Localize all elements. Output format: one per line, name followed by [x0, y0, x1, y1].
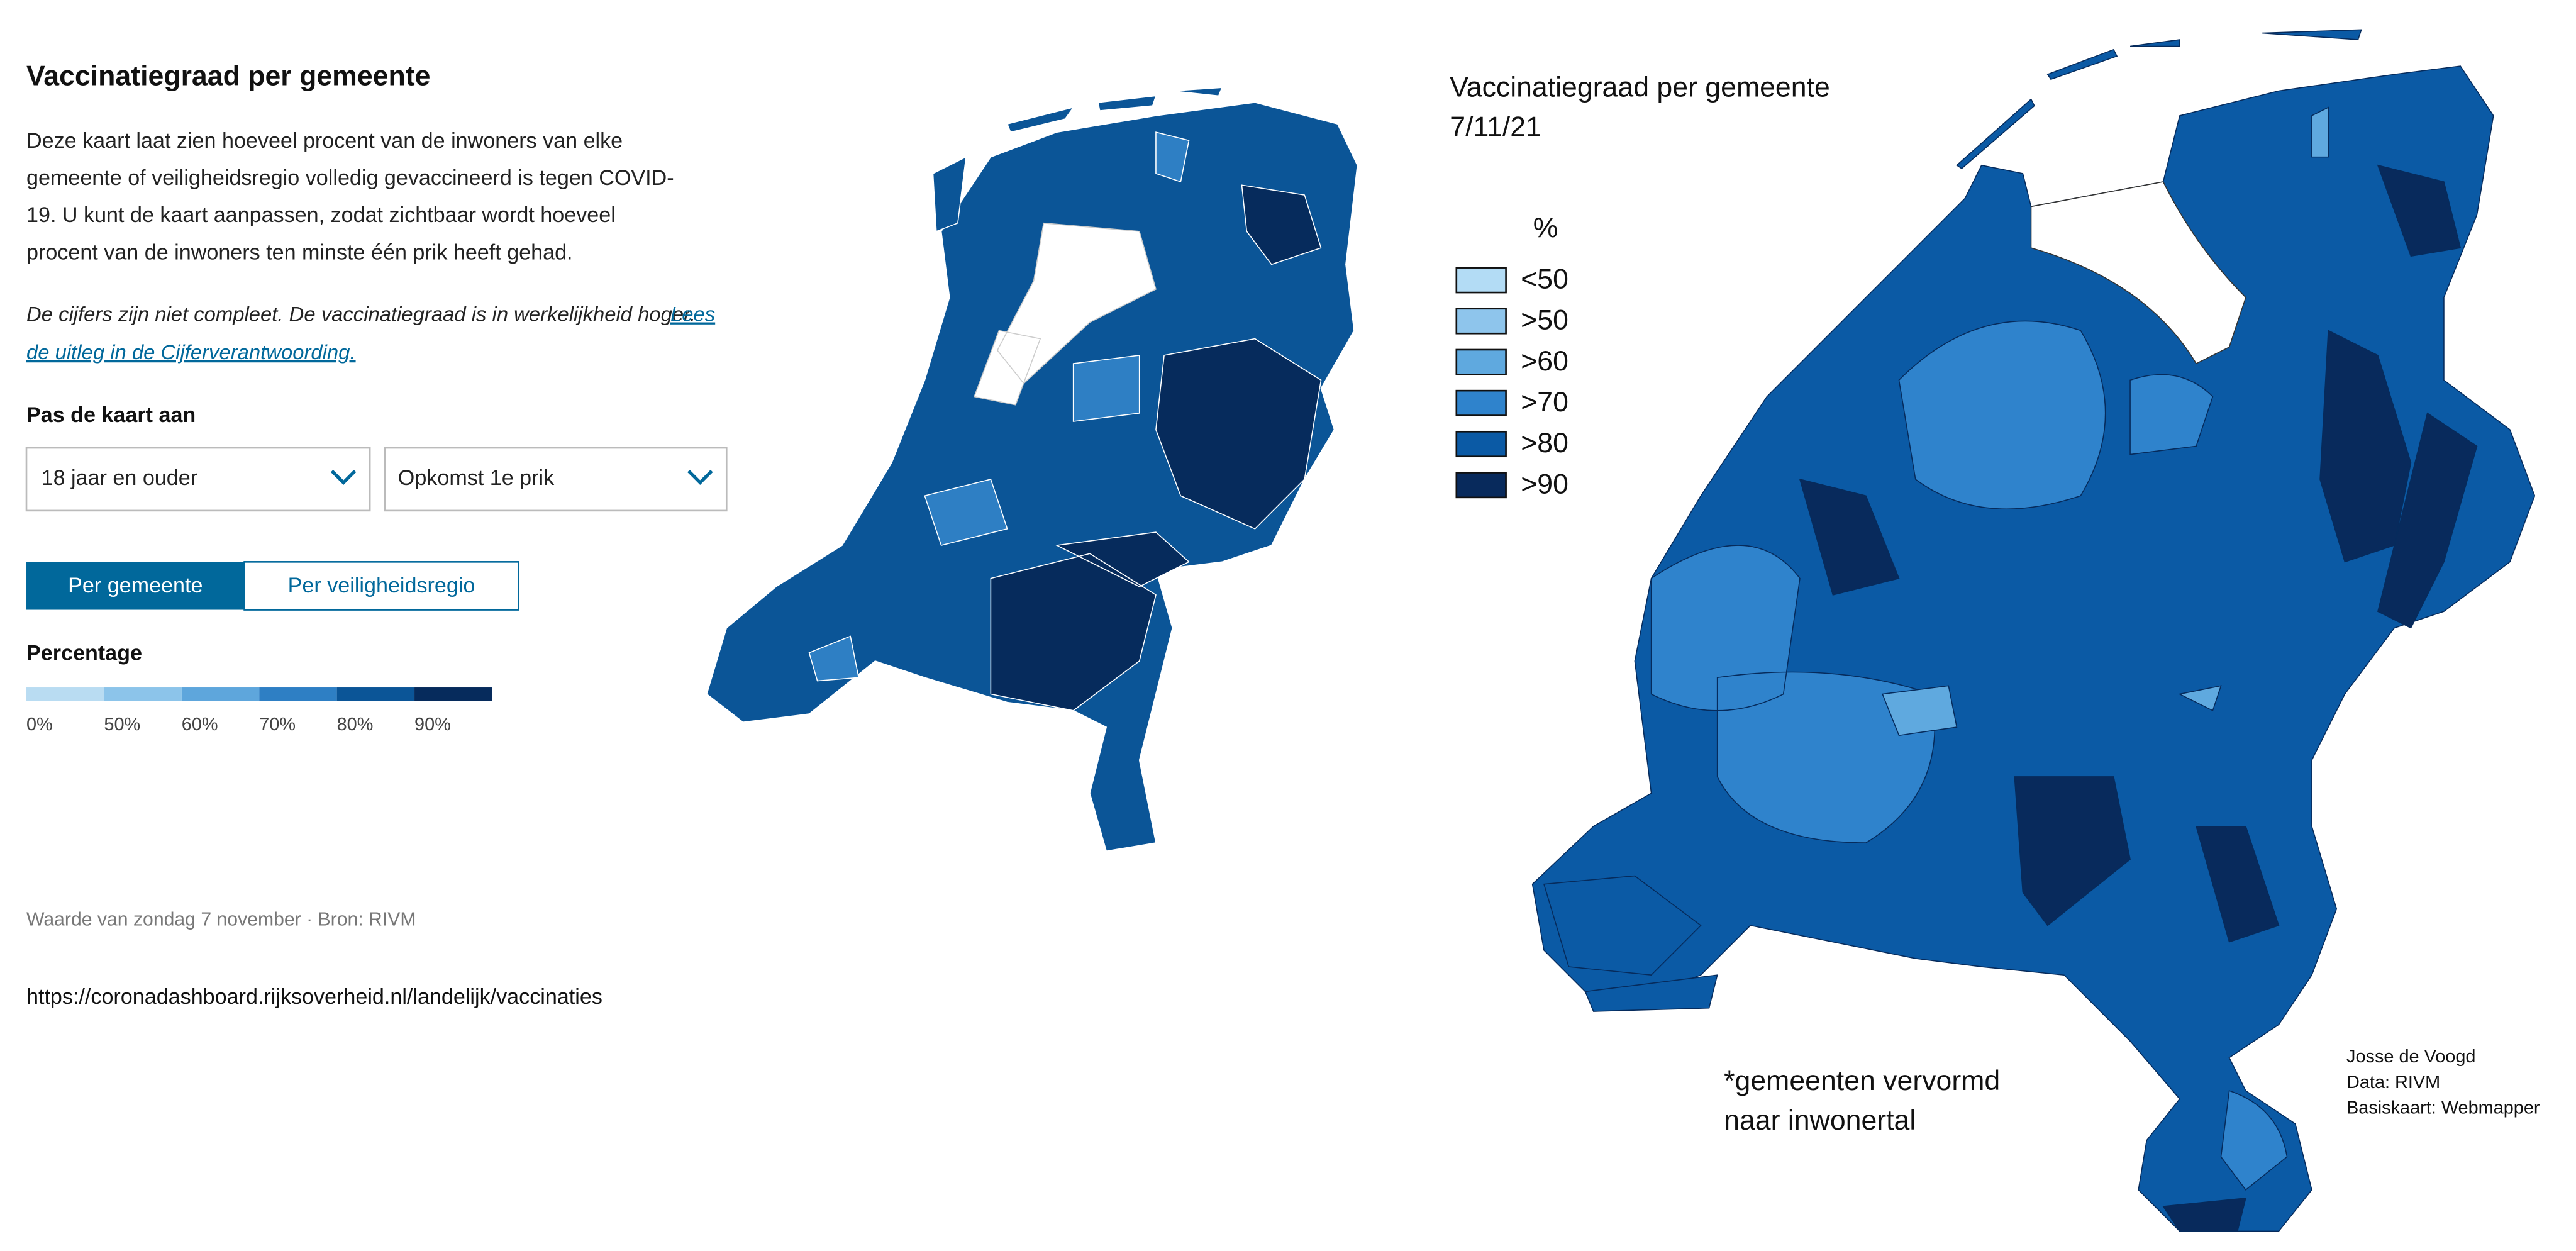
dropdown-text: Opkomst 1e prik — [398, 466, 555, 490]
legend-swatch — [259, 687, 337, 701]
water — [2030, 181, 2246, 365]
cartogram-title: Vaccinatiegraad per gemeente 7/11/21 — [1450, 72, 1829, 143]
legend-label: 0% — [26, 714, 53, 735]
cartogram-legend-title: % — [1533, 213, 1558, 243]
legend-label: >60 — [1521, 346, 1568, 377]
legend-swatch — [104, 687, 182, 701]
source: Waarde van zondag 7 november · Bron: RIV… — [26, 909, 416, 930]
legend-swatch — [1455, 430, 1507, 458]
note: De cijfers zijn niet compleet. De vaccin… — [26, 303, 696, 326]
intro-line: 19. U kunt de kaart aanpassen, zodat zic… — [26, 203, 616, 227]
legend-label: >90 — [1521, 469, 1568, 499]
legend-swatch — [1455, 348, 1507, 375]
link[interactable]: Lees — [670, 303, 715, 326]
legend-swatch — [336, 687, 415, 701]
region-light — [808, 131, 1190, 682]
title: Vaccinatiegraad per gemeente — [26, 60, 430, 91]
legend-swatch — [1455, 472, 1507, 499]
legend-label: 90% — [414, 714, 451, 735]
credit-line: Data: RIVM — [2346, 1072, 2440, 1093]
zeeland — [1543, 875, 1718, 1012]
url: https://coronadashboard.rijksoverheid.nl… — [26, 985, 602, 1009]
country — [706, 102, 1358, 852]
intro-line: gemeente of veiligheidsregio volledig ge… — [26, 166, 674, 190]
note-line: *gemeenten vervormd — [1724, 1065, 2000, 1096]
cartogram-legend: <50 >50 >60 >70 >80 >90 — [1455, 264, 1568, 499]
region-dark — [990, 184, 1322, 711]
dropdown-text: 18 jaar en ouder — [42, 466, 197, 490]
legend: 0% 50% 60% 70% 80% 90% — [26, 687, 492, 735]
legend-swatch — [26, 687, 104, 701]
legend-swatch — [181, 687, 260, 701]
dropdown[interactable] — [25, 447, 371, 512]
credit-line: Basiskaart: Webmapper — [2346, 1098, 2540, 1118]
legend-swatch — [1455, 267, 1507, 294]
legend-label: 70% — [259, 714, 296, 735]
country — [1531, 65, 2536, 1232]
legend-label: >50 — [1521, 305, 1568, 336]
intro-line: procent van de inwoners ten minste één p… — [26, 240, 573, 264]
tab-text: Per veiligheidsregio — [288, 574, 475, 598]
legend-label: 80% — [337, 714, 374, 735]
legend-label: >70 — [1521, 387, 1568, 418]
chevron — [330, 469, 357, 485]
tab-active[interactable] — [26, 562, 245, 610]
legend-label: <50 — [1521, 264, 1568, 294]
intro-line: Deze kaart laat zien hoeveel procent van… — [26, 129, 623, 153]
legend-label: 60% — [182, 714, 218, 735]
tab[interactable] — [243, 561, 519, 611]
note-line: naar inwonertal — [1724, 1105, 1916, 1136]
cartogram-note: *gemeenten vervormd naar inwonertal — [1724, 1065, 2000, 1136]
legend-swatch — [414, 687, 492, 701]
islands — [1956, 29, 2362, 169]
legend-title: Percentage — [26, 641, 142, 665]
water — [974, 222, 1157, 406]
title-line: Vaccinatiegraad per gemeente — [1450, 72, 1829, 103]
legend-swatch — [1455, 389, 1507, 416]
credit-line: Josse de Voogd — [2346, 1047, 2475, 1067]
region-dark — [1799, 164, 2478, 1232]
legend-label: 50% — [104, 714, 140, 735]
controls-label: Pas de kaart aan — [26, 403, 196, 427]
map-left — [706, 87, 1358, 852]
title-line: 7/11/21 — [1450, 112, 1541, 143]
legend-swatch — [1455, 308, 1507, 335]
islands — [932, 87, 1223, 232]
intro: Deze kaart laat zien hoeveel procent van… — [26, 129, 674, 264]
map-right — [1531, 29, 2536, 1232]
tab-text: Per gemeente — [68, 574, 203, 598]
link[interactable]: de uitleg in de Cijferverantwoording. — [26, 340, 356, 364]
legend-label: >80 — [1521, 428, 1568, 459]
region-lighter — [1882, 106, 2329, 737]
chevron — [687, 469, 713, 485]
dropdown[interactable] — [384, 447, 728, 512]
region-light — [1650, 320, 2288, 1191]
credits: Josse de Voogd Data: RIVM Basiskaart: Webm… — [2346, 1047, 2540, 1118]
